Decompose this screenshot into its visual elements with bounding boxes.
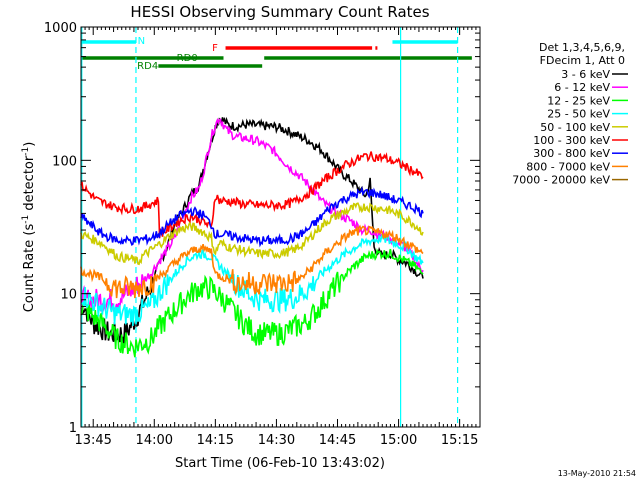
legend-header-line-1: Det 1,3,4,5,6,9, — [539, 41, 625, 54]
flag-label-rd0: RD0 — [177, 53, 198, 64]
flag-bars: N F RD0 RD4 — [81, 36, 472, 72]
legend-label-7000-20000-kev: 7000 - 20000 keV — [512, 174, 610, 187]
x-tick-label: 14:00 — [136, 433, 173, 448]
legend-label-100-300-kev: 100 - 300 keV — [533, 134, 610, 147]
series-line-12-25-kev — [80, 248, 424, 358]
x-tick-label: 15:15 — [441, 433, 478, 448]
x-tick-label: 13:45 — [74, 433, 111, 448]
series-line-300-800-kev — [80, 186, 424, 248]
series-line-800-7000-kev — [80, 224, 424, 299]
x-tick-label: 14:15 — [197, 433, 234, 448]
legend-label-300-800-kev: 300 - 800 keV — [533, 147, 610, 160]
legend-label-12-25-kev: 12 - 25 keV — [547, 94, 610, 107]
y-tick-label: 1000 — [44, 21, 77, 36]
y-tick-label: 1 — [69, 421, 77, 436]
attenuator-lines — [81, 27, 459, 427]
x-tick-label: 14:30 — [258, 433, 295, 448]
legend-label-25-50-kev: 25 - 50 keV — [547, 108, 610, 121]
flag-label-f: F — [212, 43, 218, 54]
plot-frame — [80, 26, 481, 428]
legend-label-50-100-kev: 50 - 100 keV — [540, 121, 610, 134]
legend-header-line-2: FDecim 1, Att 0 — [540, 54, 625, 67]
x-axis-label: Start Time (06-Feb-10 13:43:02) — [175, 456, 385, 471]
series-lines — [80, 116, 424, 358]
footer-timestamp: 13-May-2010 21:54 — [558, 469, 636, 478]
y-tick-label: 10 — [60, 288, 77, 303]
flag-label-n: N — [138, 36, 145, 47]
legend-label-6-12-kev: 6 - 12 keV — [554, 81, 610, 94]
series-line-25-50-kev — [80, 233, 424, 326]
chart-title: HESSI Observing Summary Count Rates — [130, 3, 429, 21]
x-tick-label: 14:45 — [319, 433, 356, 448]
legend-label-3-6-kev: 3 - 6 keV — [561, 68, 610, 81]
series-line-100-300-kev — [80, 151, 424, 239]
legend: Det 1,3,4,5,6,9, FDecim 1, Att 0 3 - 6 k… — [512, 41, 628, 187]
series-line-50-100-kev — [80, 202, 424, 266]
y-tick-label: 100 — [52, 154, 77, 169]
axis-ticks: 13:45 14:00 14:15 14:30 14:45 15:00 15:15 1 10 10… — [44, 21, 481, 448]
legend-label-800-7000-kev: 800 - 7000 keV — [526, 160, 610, 173]
x-tick-label: 15:00 — [380, 433, 417, 448]
flag-label-rd4: RD4 — [137, 61, 158, 72]
y-axis-label: Count Rate (s-1 detector-1) — [21, 142, 37, 313]
series-line-3-6-kev — [80, 116, 424, 345]
